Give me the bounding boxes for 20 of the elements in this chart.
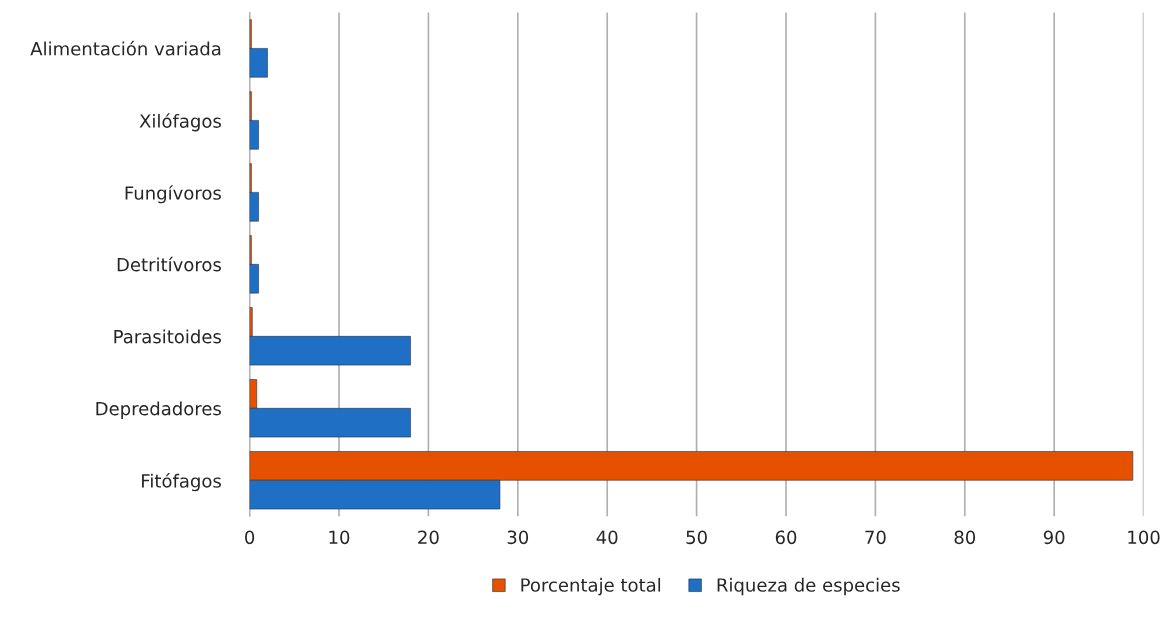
x-tick-label: 80 <box>954 530 976 545</box>
y-tick-label: Fungívoros <box>125 185 221 204</box>
y-tick-label: Detritívoros <box>117 256 221 272</box>
y-tick-label: Alimentación variada <box>30 40 221 56</box>
legend-label: Porcentaje total <box>521 577 661 596</box>
x-tick-label: 60 <box>775 530 797 545</box>
x-tick-label: 0 <box>245 530 255 545</box>
x-tick-label: 40 <box>596 530 618 545</box>
x-tick-label: 100 <box>1128 530 1160 545</box>
x-tick-label: 70 <box>865 530 886 545</box>
x-tick-label: 10 <box>329 530 350 545</box>
x-tick-label: 20 <box>418 530 439 545</box>
legend-label: Riqueza de especies <box>717 577 900 596</box>
y-tick-label: Depredadores <box>96 401 221 419</box>
x-tick-label: 50 <box>686 530 707 545</box>
x-tick-label: 30 <box>507 530 529 545</box>
y-tick-label: Fitófagos <box>142 473 221 492</box>
y-tick-label: Parasitoides <box>114 329 221 344</box>
y-tick-label: Xilófagos <box>139 113 221 132</box>
x-tick-label: 90 <box>1043 530 1065 545</box>
